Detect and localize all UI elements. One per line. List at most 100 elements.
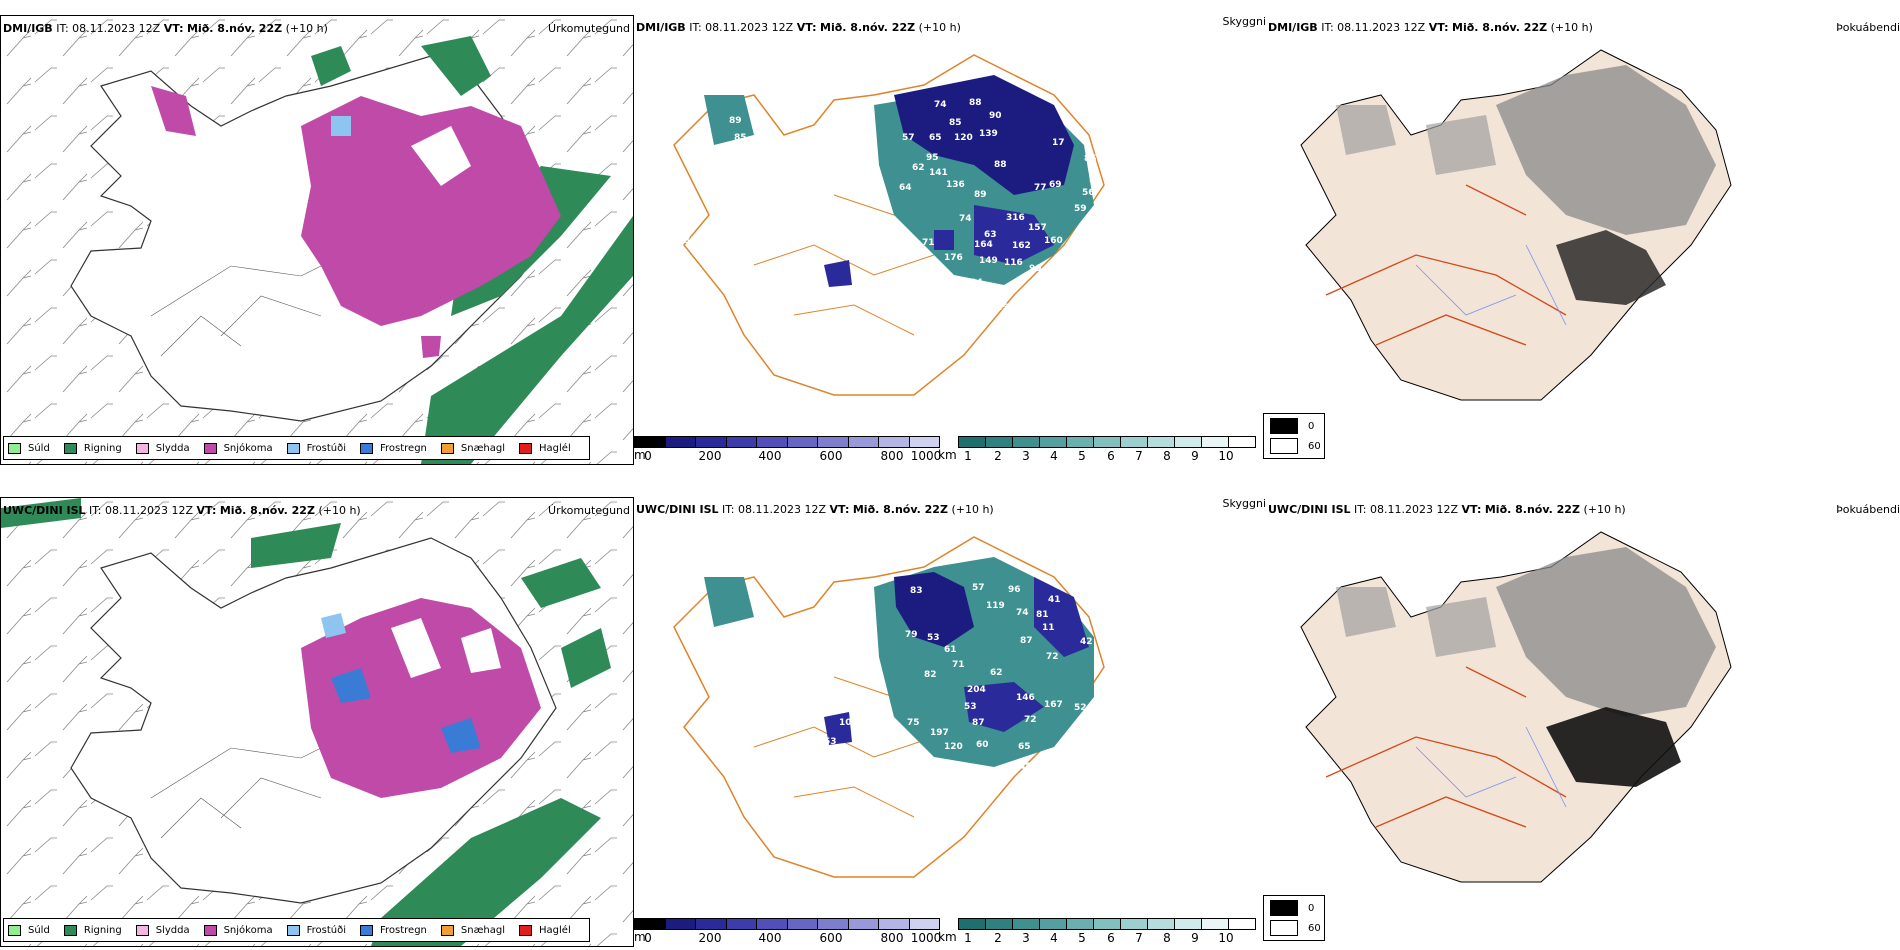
legend-label: Slydda: [155, 442, 190, 454]
legend-label: Snæhagl: [460, 442, 506, 454]
colorbar-cell: [1148, 919, 1175, 929]
valid-time: Mið. 8.nóv. 22Z: [1452, 21, 1548, 34]
init-time: 08.11.2023 12Z: [1337, 21, 1426, 34]
legend-swatch: [8, 442, 21, 454]
tick-label: 600: [819, 449, 843, 463]
legend-item: Frostregn: [360, 442, 427, 454]
colorbar-cell: [1148, 437, 1175, 447]
colorbar-cell: [787, 437, 818, 447]
colorbar-cell: [818, 919, 849, 929]
init-time: 08.11.2023 12Z: [72, 22, 161, 35]
fog-label: 60: [1308, 922, 1321, 934]
fog-swatch: [1270, 900, 1298, 916]
legend-swatch: [63, 924, 77, 936]
tick-label: 1000: [910, 931, 942, 945]
lead-time: (+10 h): [285, 22, 328, 35]
vt-label: VT:: [1428, 21, 1449, 34]
legend-label: Haglél: [539, 442, 571, 454]
colorbar-cell: [1040, 437, 1067, 447]
colorbar-cell: [986, 919, 1013, 929]
legend-item: Snjókoma: [203, 924, 273, 936]
visibility-ticks: 1 2 3 4 5 6 7 8 9 10: [958, 930, 1256, 946]
legend-label: Frostúði: [306, 924, 346, 936]
cloud-base-colorbar-cells: [634, 436, 940, 448]
colorbar-cell: [879, 437, 910, 447]
precip-type-map-bottom: [1, 498, 633, 946]
vt-label: VT:: [163, 22, 184, 35]
colorbar-cell: [665, 437, 696, 447]
cloud-visibility-panel-bottom: 83 57 96 79 53 61 119 74 81 82 71 87 11 …: [634, 497, 1266, 945]
panel-title: Þokuábendi: [1836, 503, 1900, 516]
fog-map-bottom: [1300, 531, 1732, 883]
colorbar-cell: [879, 919, 910, 929]
cloud-visibility-map-top: [673, 54, 1105, 396]
cloud-base-ticks: 0 200 400 600 800 1000: [634, 930, 942, 946]
cbar-unit: km: [938, 448, 957, 462]
colorbar-cell: [787, 919, 818, 929]
init-time: 08.11.2023 12Z: [738, 503, 827, 516]
visibility-ticks: 1 2 3 4 5 6 7 8 9 10: [958, 448, 1256, 464]
fog-legend-bottom: 0 60: [1263, 895, 1325, 941]
colorbar-cell: [909, 437, 939, 447]
precip-type-panel-bottom: UWC/DINI ISL IT: 08.11.2023 12Z VT: Mið.…: [0, 497, 634, 947]
low-cloud-area-top: [894, 75, 1074, 195]
colorbar-cell: [959, 437, 986, 447]
tick-label: 7: [1135, 449, 1143, 463]
legend-item: Rigning: [63, 442, 122, 454]
panel-header: DMI/IGB IT: 08.11.2023 12Z VT: Mið. 8.nó…: [3, 22, 328, 35]
legend-item: Snjókoma: [203, 442, 273, 454]
legend-label: Slydda: [155, 924, 190, 936]
lead-time: (+10 h): [918, 21, 961, 34]
legend-item: Frostúði: [286, 442, 346, 454]
tick-label: 0: [644, 449, 652, 463]
fog-map-top: [1300, 49, 1732, 401]
legend-label: Snæhagl: [460, 924, 506, 936]
tick-label: 3: [1022, 931, 1030, 945]
model-name: DMI/IGB: [636, 21, 686, 34]
precip-type-map-top: [1, 16, 633, 464]
it-label: IT:: [689, 21, 702, 34]
cloud-base-colorbar-bottom: 0 200 400 600 800 1000 m: [634, 918, 942, 946]
panel-title: Þokuábendi: [1836, 21, 1900, 34]
tick-label: 1000: [910, 449, 942, 463]
init-time: 08.11.2023 12Z: [105, 504, 194, 517]
colorbar-cell: [909, 919, 939, 929]
colorbar-cell: [959, 919, 986, 929]
legend-swatch: [286, 924, 300, 936]
colorbar-cell: [696, 919, 727, 929]
dense-fog-area-top: [1556, 230, 1666, 305]
lead-time: (+10 h): [1583, 503, 1626, 516]
legend-label: Haglél: [539, 924, 571, 936]
snow-area-top: [301, 96, 561, 326]
legend-item: Slydda: [135, 442, 190, 454]
fog-swatch: [1270, 438, 1298, 454]
cloud-base-ticks: 0 200 400 600 800 1000: [634, 448, 942, 464]
legend-label: Súld: [28, 442, 50, 454]
legend-swatch: [286, 442, 300, 454]
colorbar-cell: [665, 919, 696, 929]
legend-item: Frostúði: [286, 924, 346, 936]
legend-swatch: [8, 924, 21, 936]
legend-swatch: [360, 442, 373, 454]
colorbar-cell: [1175, 437, 1202, 447]
legend-swatch: [440, 442, 454, 454]
cbar-unit: m: [634, 930, 646, 944]
colorbar-cell: [818, 437, 849, 447]
colorbar-cell: [1202, 919, 1229, 929]
colorbar-cell: [635, 919, 666, 929]
tick-label: 1: [964, 931, 972, 945]
tick-label: 9: [1191, 931, 1199, 945]
panel-title: Úrkomutegund: [548, 22, 630, 35]
visibility-colorbar-cells: [958, 436, 1256, 448]
cbar-unit: km: [938, 930, 957, 944]
low-cloud-area-bottom: [894, 572, 974, 647]
tick-label: 8: [1163, 931, 1171, 945]
legend-swatch: [519, 442, 533, 454]
colorbar-cell: [1013, 437, 1040, 447]
colorbar-cell: [696, 437, 727, 447]
legend-swatch: [135, 442, 149, 454]
init-time: 08.11.2023 12Z: [705, 21, 794, 34]
cbar-unit: m: [634, 448, 646, 462]
legend-swatch: [63, 442, 77, 454]
tick-label: 200: [698, 449, 722, 463]
